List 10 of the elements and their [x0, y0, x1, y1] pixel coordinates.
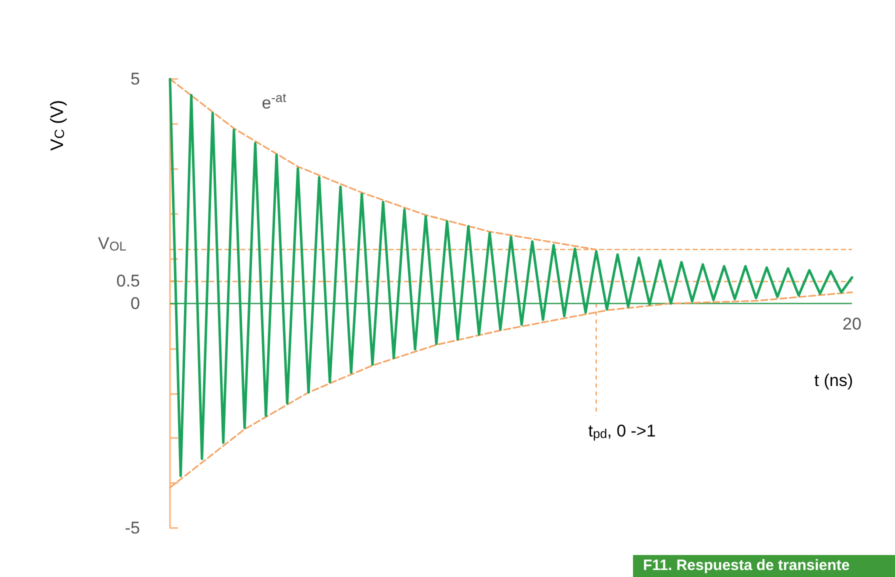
- y-tick-label: 5: [130, 70, 140, 88]
- y-axis-title: VC (V): [47, 100, 68, 151]
- y-tick-label: -5: [124, 518, 140, 538]
- ref-line-label: VOL: [98, 234, 126, 254]
- annotation: tpd, 0 ->1: [588, 421, 656, 441]
- text: F11. Respuesta de transiente: [643, 557, 850, 574]
- y-tick-label: 0: [130, 294, 140, 313]
- y-tick-label: 0.5: [116, 272, 140, 291]
- x-axis-title: t (ns): [814, 371, 854, 390]
- x-tick-label: 20: [842, 314, 862, 334]
